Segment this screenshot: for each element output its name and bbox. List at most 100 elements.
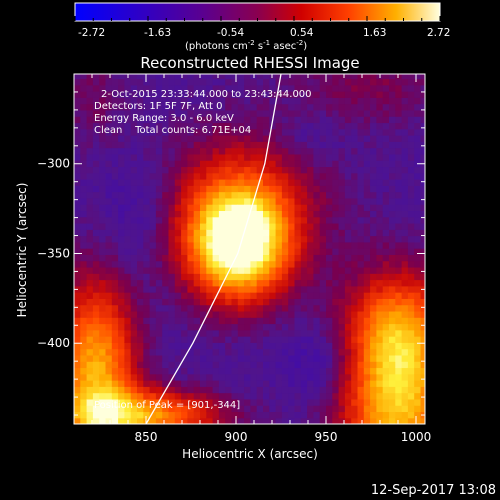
heatmap-pixel (338, 392, 346, 400)
heatmap-pixel (395, 260, 403, 268)
heatmap-pixel (200, 191, 207, 199)
heatmap-pixel (256, 354, 264, 362)
heatmap-pixel (174, 179, 182, 186)
heatmap-pixel (363, 380, 371, 387)
heatmap-pixel (174, 342, 182, 350)
heatmap-pixel (149, 166, 157, 174)
heatmap-pixel (288, 109, 296, 117)
heatmap-pixel (382, 361, 390, 369)
heatmap-pixel (168, 229, 176, 237)
heatmap-pixel (256, 109, 264, 117)
heatmap-pixel (281, 405, 289, 413)
heatmap-pixel (313, 292, 321, 299)
heatmap-pixel (80, 417, 88, 424)
heatmap-pixel (263, 216, 270, 224)
heatmap-pixel (143, 216, 151, 224)
heatmap-pixel (357, 298, 365, 306)
energy-range-annotation: Energy Range: 3.0 - 6.0 keV (94, 113, 234, 124)
heatmap-pixel (389, 411, 396, 419)
heatmap-pixel (218, 116, 226, 124)
heatmap-pixel (244, 235, 251, 243)
heatmap-pixel (143, 204, 151, 212)
heatmap-pixel (162, 153, 170, 161)
heatmap-pixel (300, 317, 308, 325)
heatmap-pixel (344, 285, 352, 293)
heatmap-pixel (363, 260, 371, 268)
heatmap-pixel (263, 298, 270, 306)
heatmap-pixel (124, 166, 132, 174)
heatmap-pixel (357, 405, 365, 413)
heatmap-pixel (149, 348, 157, 356)
heatmap-pixel (294, 260, 302, 268)
heatmap-pixel (275, 317, 283, 325)
heatmap-pixel (382, 216, 390, 224)
heatmap-pixel (326, 204, 333, 212)
heatmap-pixel (105, 342, 113, 350)
heatmap-pixel (74, 323, 81, 331)
heatmap-pixel (344, 254, 352, 262)
heatmap-pixel (162, 191, 170, 199)
heatmap-pixel (407, 317, 415, 325)
heatmap-pixel (206, 122, 214, 130)
heatmap-pixel (414, 97, 422, 105)
heatmap-pixel (99, 216, 107, 224)
heatmap-pixel (80, 135, 88, 142)
heatmap-pixel (401, 336, 409, 343)
heatmap-pixel (357, 292, 365, 299)
heatmap-pixel (313, 109, 321, 117)
heatmap-pixel (250, 91, 258, 98)
heatmap-pixel (376, 298, 384, 306)
heatmap-pixel (237, 248, 245, 255)
heatmap-pixel (294, 166, 302, 174)
heatmap-pixel (143, 273, 151, 281)
heatmap-pixel (130, 279, 138, 287)
heatmap-pixel (124, 109, 132, 117)
heatmap-pixel (231, 204, 239, 212)
heatmap-pixel (218, 222, 226, 230)
heatmap-pixel (313, 84, 321, 92)
heatmap-pixel (187, 78, 195, 86)
heatmap-pixel (99, 405, 107, 413)
heatmap-pixel (281, 361, 289, 369)
heatmap-pixel (332, 241, 340, 249)
heatmap-pixel (313, 197, 321, 205)
heatmap-pixel (225, 411, 233, 419)
heatmap-pixel (344, 348, 352, 356)
heatmap-pixel (143, 185, 151, 193)
heatmap-pixel (294, 298, 302, 306)
heatmap-pixel (414, 248, 422, 255)
heatmap-pixel (401, 141, 409, 149)
heatmap-pixel (288, 172, 296, 180)
heatmap-pixel (92, 241, 100, 249)
heatmap-pixel (244, 392, 251, 400)
heatmap-pixel (351, 260, 359, 268)
heatmap-pixel (307, 323, 314, 331)
heatmap-pixel (99, 310, 107, 318)
heatmap-pixel (256, 103, 264, 111)
heatmap-pixel (212, 153, 220, 161)
heatmap-pixel (407, 84, 415, 92)
heatmap-pixel (401, 317, 409, 325)
heatmap-pixel (389, 122, 396, 130)
heatmap-pixel (376, 210, 384, 218)
heatmap-pixel (187, 216, 195, 224)
heatmap-pixel (256, 367, 264, 375)
heatmap-pixel (187, 103, 195, 111)
heatmap-pixel (382, 260, 390, 268)
heatmap-pixel (263, 248, 270, 255)
heatmap-pixel (420, 342, 425, 350)
heatmap-pixel (407, 380, 415, 387)
heatmap-pixel (319, 185, 327, 193)
heatmap-pixel (395, 417, 403, 424)
heatmap-pixel (275, 74, 283, 80)
heatmap-pixel (269, 323, 277, 331)
heatmap-pixel (187, 222, 195, 230)
heatmap-pixel (263, 141, 270, 149)
heatmap-pixel (200, 292, 207, 299)
heatmap-pixel (294, 273, 302, 281)
heatmap-pixel (357, 185, 365, 193)
heatmap-pixel (275, 405, 283, 413)
heatmap-pixel (300, 380, 308, 387)
heatmap-pixel (307, 310, 314, 318)
heatmap-pixel (193, 367, 201, 375)
